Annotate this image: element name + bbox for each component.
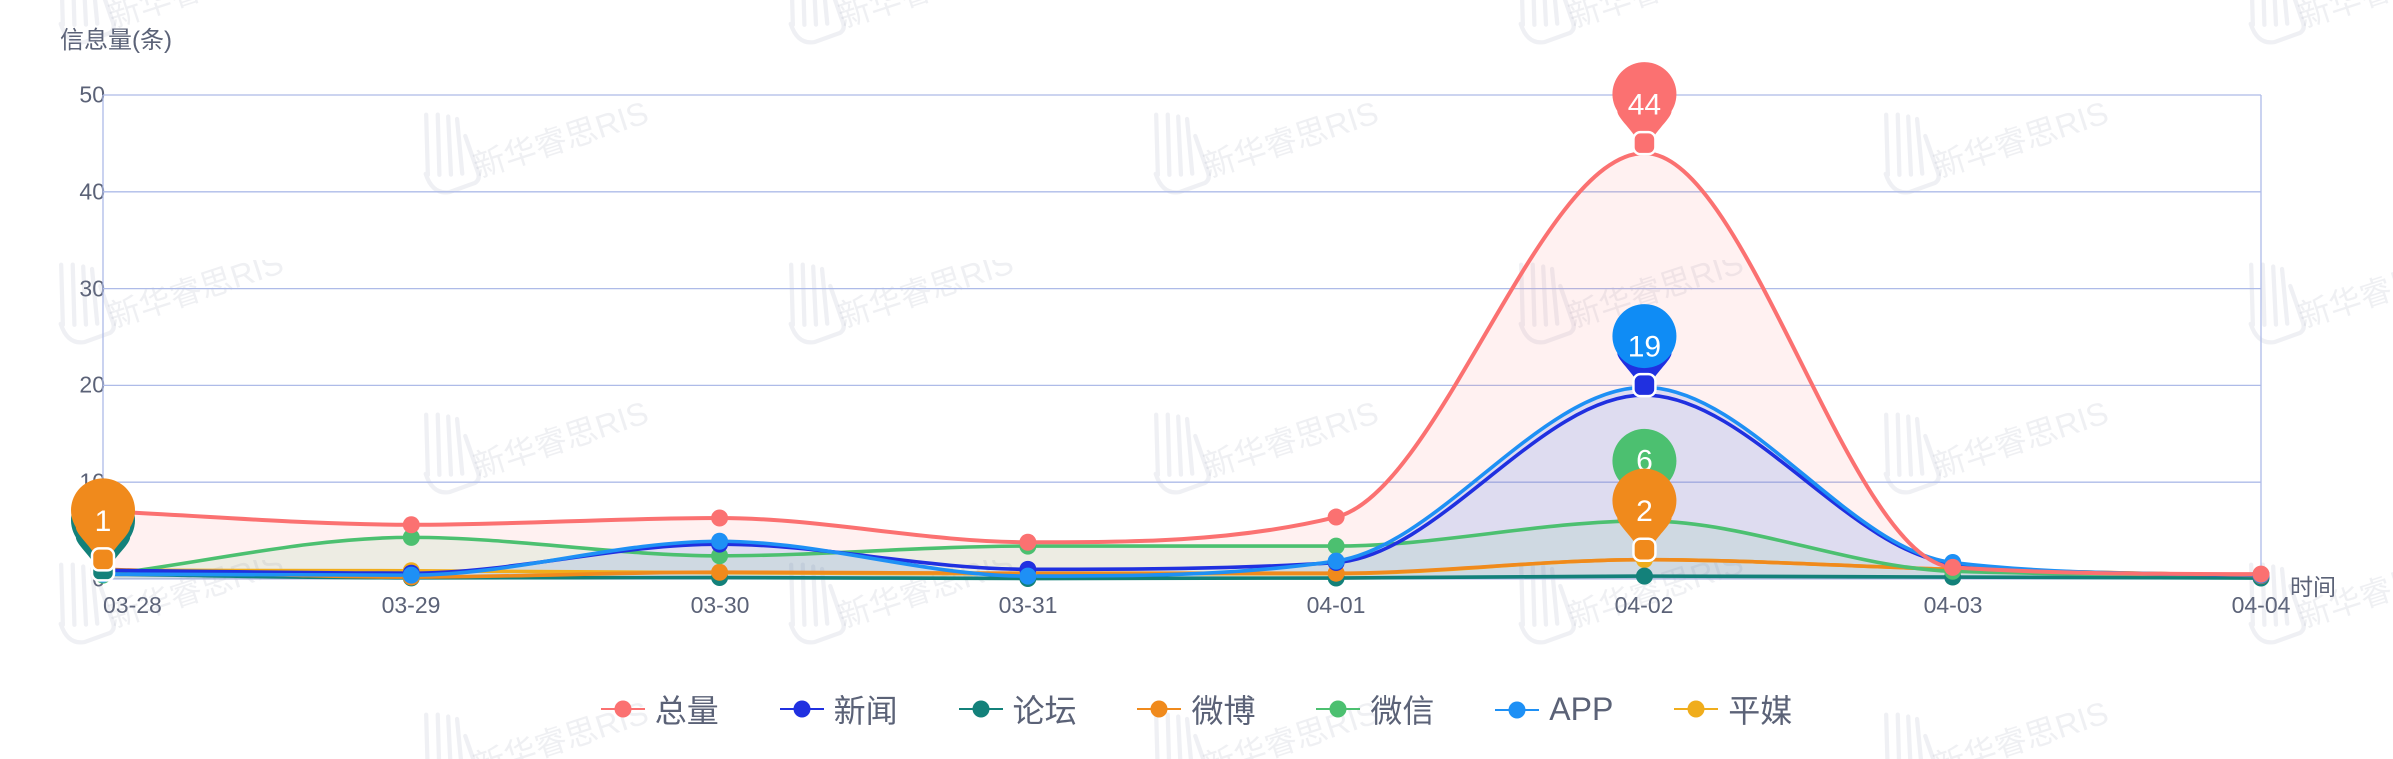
svg-text:19: 19: [1628, 331, 1661, 364]
svg-text:1: 1: [95, 505, 112, 538]
svg-text:2: 2: [1636, 495, 1653, 528]
svg-text:44: 44: [1628, 89, 1661, 122]
